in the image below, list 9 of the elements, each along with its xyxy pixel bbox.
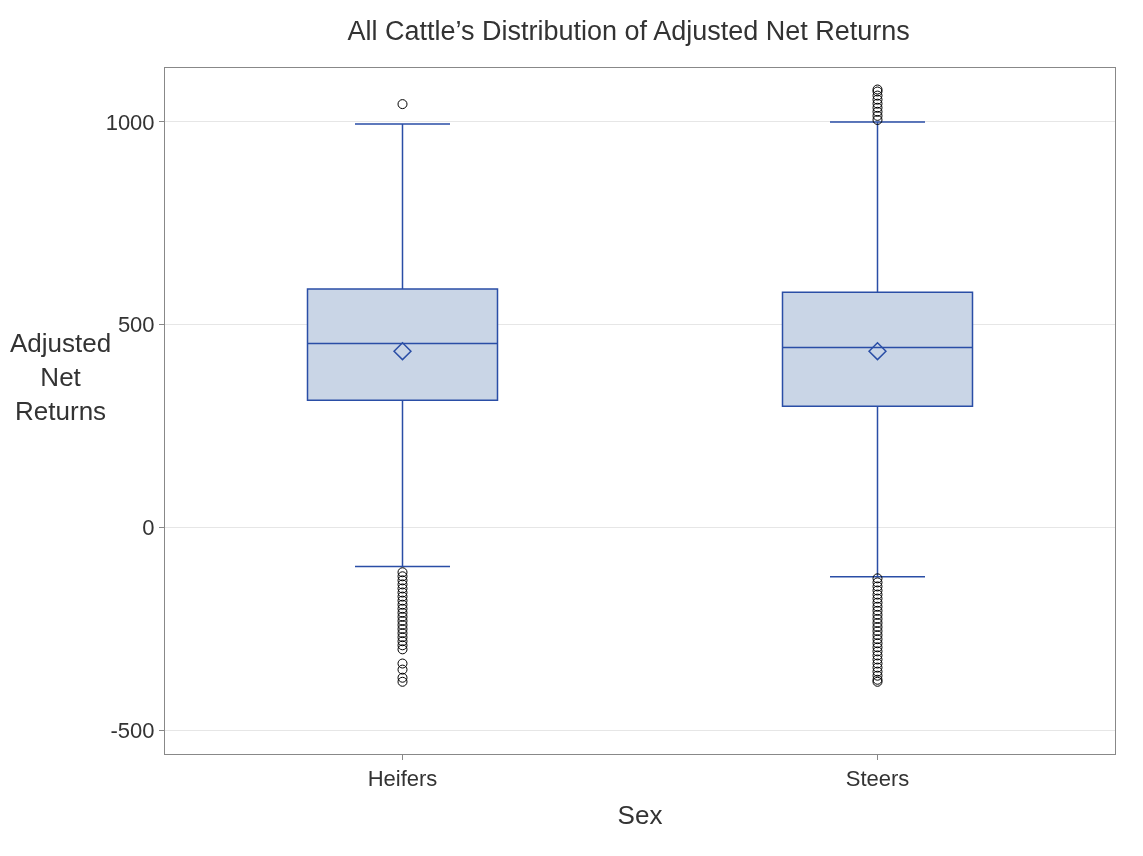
y-axis-title: Adjusted Net Returns — [10, 328, 112, 426]
chart-title: All Cattle’s Distribution of Adjusted Net Returns — [347, 16, 910, 47]
x-tick-label: Heifers — [367, 766, 438, 792]
y-tick-label: -500 — [110, 718, 155, 744]
y-tick-label: 500 — [117, 312, 155, 338]
y-tick-label: 0 — [142, 515, 155, 541]
x-axis-title: Sex — [617, 800, 663, 831]
y-tick-label: 1000 — [105, 109, 155, 135]
x-tick-label: Steers — [845, 766, 910, 792]
